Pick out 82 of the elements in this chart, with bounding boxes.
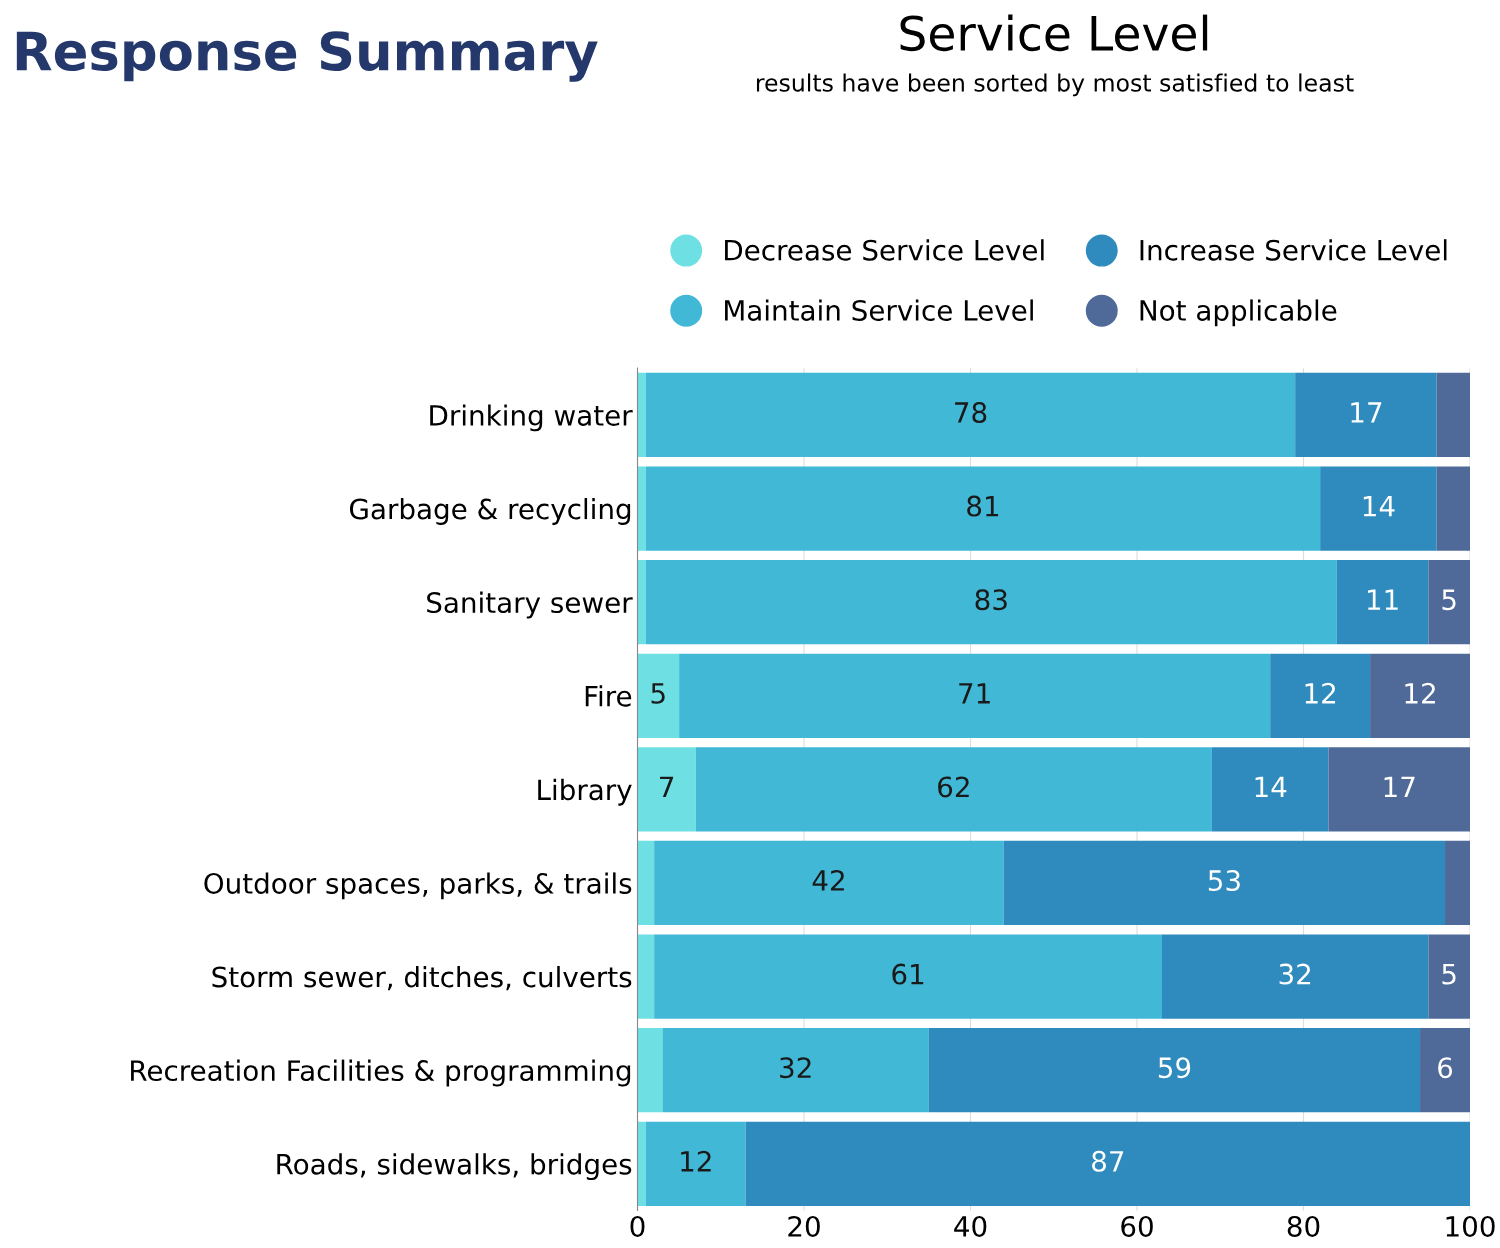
data-label: 11 [1367, 589, 1398, 610]
y-tick-label: Garbage & recycling [349, 498, 631, 525]
legend-label: Maintain Service Level [725, 299, 1033, 321]
text: Response Summary [16, 31, 598, 82]
chart-subtitle: results have been sorted by most satisfied to least [756, 73, 1354, 97]
bar [637, 372, 646, 458]
bar [1003, 840, 1446, 926]
bar [1320, 466, 1437, 551]
x-tick-label: 100 [1446, 1215, 1495, 1237]
bar [679, 653, 1271, 738]
y-tick-label: Recreation Facilities & programming [131, 1059, 631, 1087]
bar [1445, 840, 1470, 926]
data-label: 17 [1384, 776, 1415, 798]
y-tick-label: Storm sewer, ditches, culverts [212, 966, 632, 991]
bar [662, 1028, 929, 1113]
y-tick-label: Library [538, 778, 632, 806]
bar [745, 1121, 1470, 1206]
bar [1328, 747, 1470, 832]
bar [645, 466, 1321, 551]
data-label: 71 [959, 683, 990, 704]
x-tick-label: 0 [630, 1215, 645, 1237]
bar [637, 1028, 663, 1113]
bar [928, 1028, 1421, 1113]
bar [645, 1121, 746, 1206]
data-label: 5 [651, 683, 665, 704]
bar [1436, 372, 1470, 458]
x-tick-label: 80 [1287, 1215, 1320, 1237]
bar [637, 840, 655, 926]
data-label: 12 [681, 1150, 711, 1172]
bar [637, 1121, 646, 1206]
y-tick-label: Roads, sidewalks, bridges [277, 1153, 632, 1181]
bar [1436, 466, 1470, 551]
x-tick-label: 40 [954, 1215, 987, 1237]
data-label: 87 [1092, 1150, 1124, 1172]
y-tick-label: Sanitary sewer [427, 591, 633, 619]
x-tick-label: 20 [788, 1215, 820, 1237]
bar [637, 653, 680, 738]
bar [1428, 560, 1470, 645]
data-label: 5 [1442, 589, 1456, 611]
bar [1211, 747, 1329, 832]
bar [695, 747, 1212, 832]
data-label: 32 [1279, 963, 1311, 985]
data-label: 17 [1351, 402, 1382, 423]
bar [1295, 372, 1437, 458]
data-label: 62 [938, 776, 969, 798]
bar [637, 747, 696, 832]
legend-label: Decrease Service Level [725, 239, 1044, 261]
bar [654, 934, 1162, 1019]
bar [1161, 934, 1429, 1019]
bar [1270, 653, 1371, 738]
data-label: 53 [1208, 870, 1240, 892]
data-label: 6 [1438, 1057, 1453, 1079]
bar [645, 372, 1296, 458]
bar [1428, 934, 1470, 1019]
data-label: 12 [1405, 682, 1435, 704]
bar [645, 560, 1337, 645]
bar [1370, 653, 1470, 738]
y-tick-label: Outdoor spaces, parks, & trails [204, 872, 632, 900]
data-label: 78 [955, 402, 987, 424]
data-label: 12 [1305, 682, 1336, 704]
data-label: 83 [975, 589, 1007, 611]
bar [637, 466, 646, 551]
bar [637, 560, 646, 645]
bar [1420, 1028, 1470, 1113]
data-label: 81 [967, 495, 999, 517]
y-tick-label: Drinking water [430, 404, 633, 432]
y-tick-label: Fire [585, 685, 632, 707]
data-label: 5 [1442, 963, 1456, 985]
x-tick-label: 60 [1121, 1215, 1153, 1237]
data-label: 32 [780, 1057, 811, 1079]
data-label: 59 [1158, 1057, 1191, 1079]
data-label: 42 [812, 870, 844, 891]
bar [1336, 560, 1429, 645]
bar [637, 934, 655, 1019]
chart-title: Service Level [900, 14, 1208, 52]
bar [654, 840, 1004, 926]
data-label: 14 [1363, 495, 1395, 517]
data-label: 7 [660, 776, 674, 798]
legend-label: Not applicable [1140, 299, 1337, 327]
legend-label: Increase Service Level [1140, 239, 1447, 261]
data-label: 14 [1255, 776, 1287, 798]
data-label: 61 [892, 963, 924, 985]
